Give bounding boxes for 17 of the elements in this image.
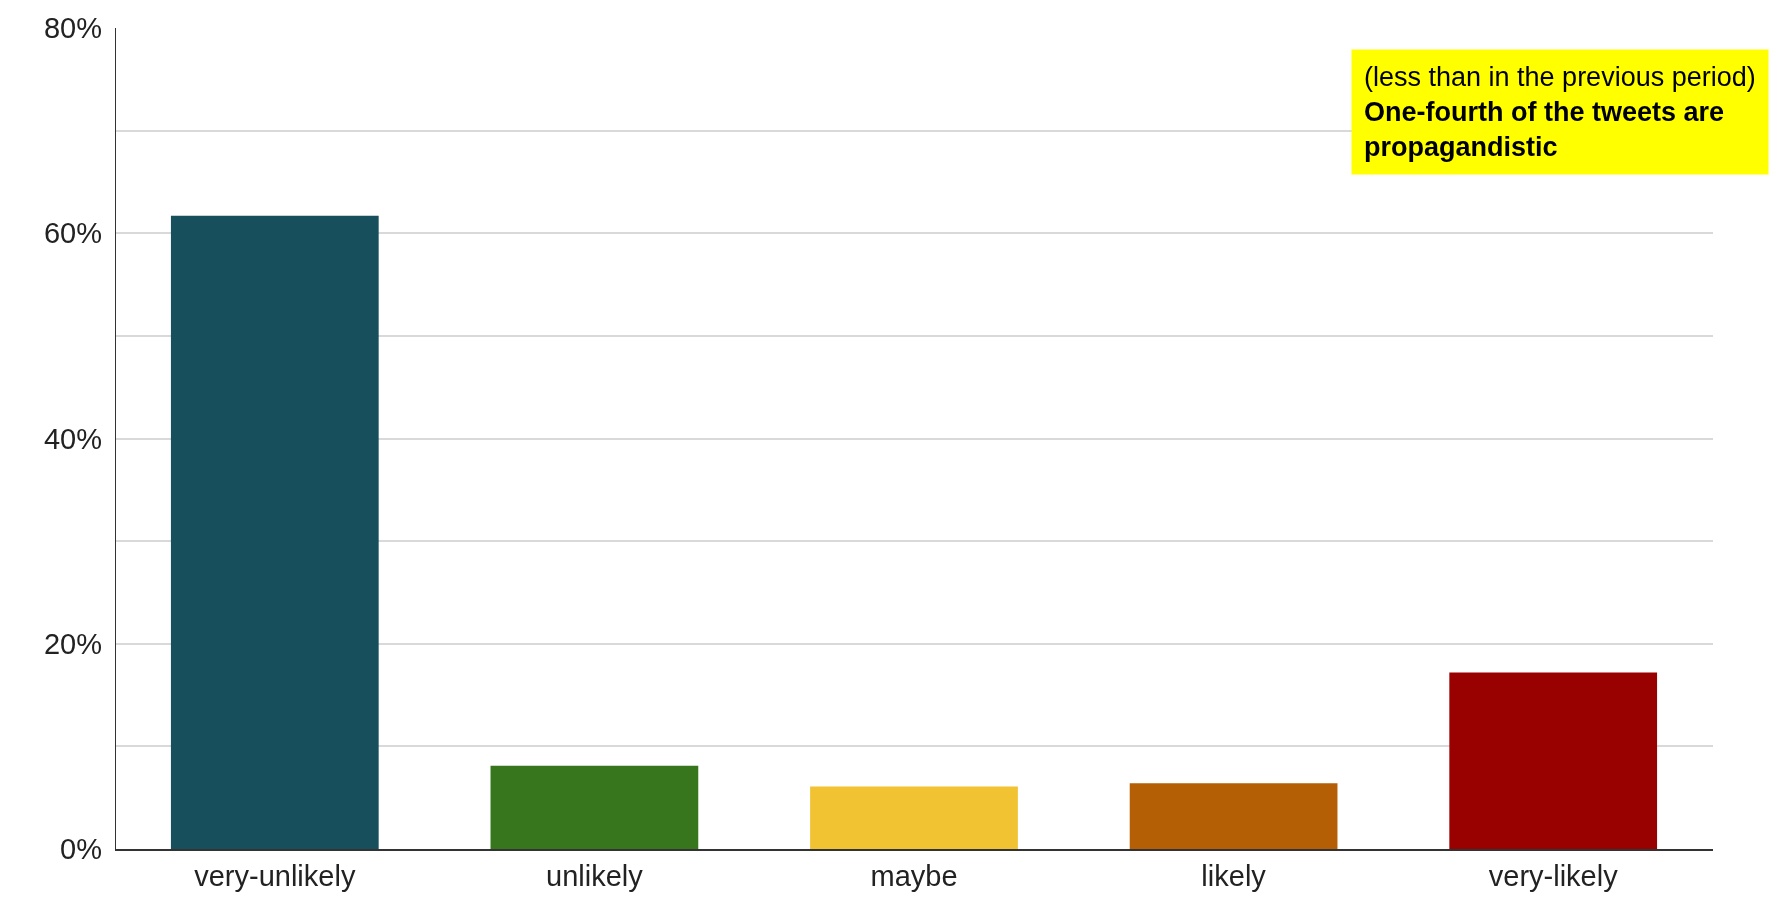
y-tick-label: 0% bbox=[60, 833, 102, 866]
x-tick-label: very-likely bbox=[1488, 859, 1619, 892]
y-tick-label: 60% bbox=[43, 217, 102, 250]
annotation: One-fourth of the tweets are propagandistic bbox=[1364, 97, 1725, 163]
annotation: (less than in the previous period) bbox=[1364, 62, 1756, 92]
bar bbox=[1129, 783, 1338, 849]
x-tick-label: likely bbox=[1201, 859, 1267, 892]
x-tick-label: very-unlikely bbox=[194, 859, 356, 892]
y-tick-label: 40% bbox=[43, 422, 102, 455]
bar bbox=[170, 215, 379, 849]
x-tick-label: maybe bbox=[870, 859, 958, 892]
bar bbox=[1449, 672, 1658, 849]
y-tick-label: 80% bbox=[43, 12, 102, 45]
y-tick-label: 20% bbox=[43, 627, 102, 660]
bar bbox=[490, 765, 699, 849]
bar bbox=[810, 786, 1018, 849]
x-tick-label: unlikely bbox=[546, 859, 644, 892]
